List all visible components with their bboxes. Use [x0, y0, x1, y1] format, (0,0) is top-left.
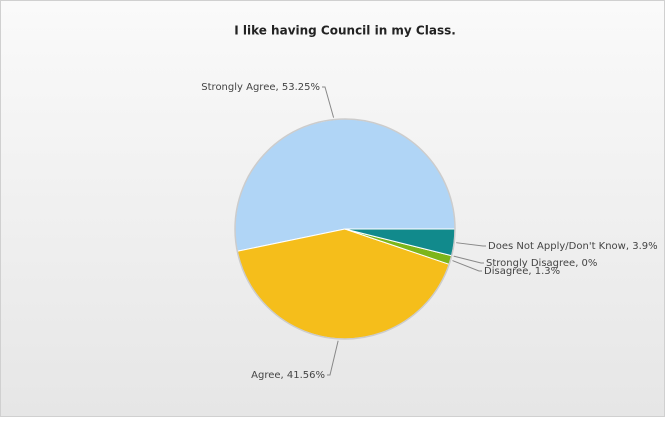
leader-line	[453, 255, 484, 264]
leader-line	[456, 242, 486, 247]
slice-label: Strongly Disagree, 0%	[486, 258, 597, 269]
pie-rim	[234, 118, 456, 340]
slice-label: Disagree, 1.3%	[484, 266, 560, 277]
slice-label: Strongly Agree, 53.25%	[201, 82, 320, 93]
leader-line	[327, 340, 339, 376]
leader-line	[322, 86, 335, 118]
chart-title: I like having Council in my Class.	[234, 24, 456, 38]
slice-label: Agree, 41.56%	[251, 370, 325, 381]
leader-line	[452, 260, 482, 272]
slice-label: Does Not Apply/Don't Know, 3.9%	[488, 241, 658, 252]
